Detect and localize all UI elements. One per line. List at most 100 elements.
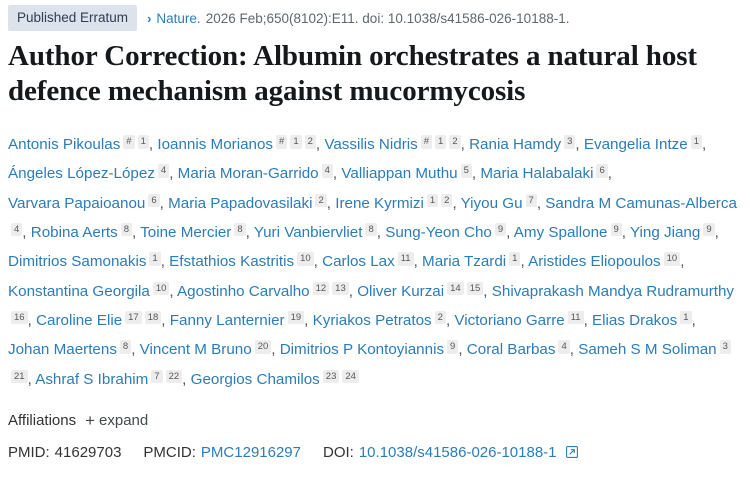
affiliation-marker[interactable]: 9 bbox=[703, 222, 715, 237]
affiliation-marker[interactable]: 6 bbox=[596, 164, 608, 178]
affiliation-marker[interactable]: 23 bbox=[322, 369, 340, 384]
affiliation-marker[interactable]: 4 bbox=[11, 222, 23, 237]
author-link[interactable]: Kyriakos Petratos bbox=[312, 311, 432, 329]
affiliation-marker[interactable]: 1 bbox=[426, 193, 439, 208]
author-link[interactable]: Sameh S M Soliman bbox=[578, 341, 717, 359]
affiliation-marker[interactable]: 8 bbox=[234, 222, 246, 237]
affiliation-marker[interactable]: 10 bbox=[297, 252, 314, 266]
affiliation-marker[interactable]: 1 bbox=[690, 135, 703, 149]
affiliation-marker[interactable]: 11 bbox=[567, 310, 584, 325]
identifier-value[interactable]: 10.1038/s41586-026-10188-1 bbox=[358, 443, 557, 461]
affiliation-marker[interactable]: 1 bbox=[137, 135, 149, 149]
affiliation-marker[interactable]: 21 bbox=[11, 369, 28, 384]
author-link[interactable]: Valliappan Muthu bbox=[341, 165, 458, 183]
affiliations-expand-button[interactable]: + expand bbox=[85, 412, 148, 429]
affiliation-marker[interactable]: 2 bbox=[315, 193, 327, 208]
affiliation-marker[interactable]: 24 bbox=[342, 369, 359, 384]
author-link[interactable]: Konstantina Georgila bbox=[8, 282, 150, 300]
equal-contribution-marker[interactable]: # bbox=[420, 135, 433, 149]
author-link[interactable]: Dimitrios Samonakis bbox=[8, 253, 147, 271]
author-link[interactable]: Caroline Elie bbox=[36, 311, 123, 329]
affiliation-marker[interactable]: 9 bbox=[610, 222, 622, 237]
author-link[interactable]: Ashraf S Ibrahim bbox=[35, 370, 149, 388]
affiliation-marker[interactable]: 10 bbox=[152, 281, 170, 296]
author-link[interactable]: Antonis Pikoulas bbox=[8, 136, 121, 153]
affiliation-marker[interactable]: 8 bbox=[120, 222, 133, 237]
affiliation-marker[interactable]: 22 bbox=[165, 369, 183, 384]
author-link[interactable]: Oliver Kurzai bbox=[357, 282, 445, 300]
affiliation-marker[interactable]: 14 bbox=[447, 281, 464, 296]
affiliation-marker[interactable]: 15 bbox=[466, 281, 484, 296]
author-link[interactable]: Carlos Lax bbox=[322, 253, 395, 271]
author-link[interactable]: Yiyou Gu bbox=[460, 194, 523, 212]
affiliation-marker[interactable]: 7 bbox=[151, 369, 163, 384]
affiliation-marker[interactable]: 17 bbox=[125, 310, 142, 325]
identifier-value[interactable]: PMC12916297 bbox=[200, 443, 301, 461]
author-link[interactable]: Victoriano Garre bbox=[454, 311, 565, 329]
journal-link[interactable]: Nature. bbox=[156, 10, 201, 26]
author-link[interactable]: Coral Barbas bbox=[466, 341, 556, 359]
author-link[interactable]: Varvara Papaioanou bbox=[8, 194, 146, 212]
affiliation-marker[interactable]: 11 bbox=[397, 252, 414, 266]
author-link[interactable]: Agostinho Carvalho bbox=[177, 282, 310, 300]
author-link[interactable]: Shivaprakash Mandya Rudramurthy bbox=[491, 282, 735, 300]
affiliation-marker[interactable]: 19 bbox=[287, 310, 305, 325]
affiliation-marker[interactable]: 12 bbox=[312, 281, 330, 296]
author-link[interactable]: Elias Drakos bbox=[592, 311, 678, 329]
affiliation-marker[interactable]: 5 bbox=[460, 164, 472, 178]
affiliation-marker[interactable]: 4 bbox=[558, 340, 570, 354]
author-link[interactable]: Robina Aerts bbox=[30, 223, 118, 241]
author-link[interactable]: Efstathios Kastritis bbox=[169, 253, 295, 271]
author-link[interactable]: Sandra M Camunas-Alberca bbox=[545, 194, 737, 212]
author-link[interactable]: Fanny Lanternier bbox=[169, 311, 285, 329]
author-link[interactable]: Amy Spallone bbox=[513, 223, 608, 241]
affiliation-marker[interactable]: 20 bbox=[254, 340, 272, 354]
author-separator: , bbox=[27, 370, 36, 388]
author-link[interactable]: Ying Jiang bbox=[629, 223, 701, 241]
affiliation-marker[interactable]: 3 bbox=[719, 340, 731, 354]
affiliation-marker[interactable]: 2 bbox=[449, 135, 461, 149]
affiliation-marker[interactable]: 1 bbox=[509, 252, 521, 266]
affiliation-marker[interactable]: 2 bbox=[441, 193, 453, 208]
author-link[interactable]: Maria Tzardi bbox=[422, 253, 507, 271]
author-link[interactable]: Ioannis Morianos bbox=[157, 136, 274, 153]
affiliation-marker[interactable]: 2 bbox=[434, 310, 446, 325]
affiliation-marker[interactable]: 1 bbox=[435, 135, 447, 149]
external-link-icon[interactable] bbox=[565, 446, 578, 459]
author-link[interactable]: Ángeles López-López bbox=[8, 165, 155, 183]
author-link[interactable]: Evangelia Intze bbox=[583, 136, 688, 153]
author-link[interactable]: Johan Maertens bbox=[8, 341, 117, 359]
equal-contribution-marker[interactable]: # bbox=[123, 135, 135, 149]
author-link[interactable]: Sung-Yeon Cho bbox=[385, 223, 492, 241]
affiliation-marker[interactable]: 8 bbox=[119, 340, 132, 354]
author-link[interactable]: Georgios Chamilos bbox=[190, 370, 320, 388]
affiliation-marker[interactable]: 18 bbox=[144, 310, 162, 325]
author-link[interactable]: Maria Halabalaki bbox=[480, 165, 594, 183]
author-link[interactable]: Irene Kyrmizi bbox=[335, 194, 424, 212]
affiliation-marker[interactable]: 6 bbox=[148, 193, 160, 208]
affiliation-marker[interactable]: 10 bbox=[663, 252, 681, 266]
author-link[interactable]: Vassilis Nidris bbox=[324, 136, 418, 153]
affiliation-marker[interactable]: 16 bbox=[11, 310, 28, 325]
affiliation-marker[interactable]: 4 bbox=[157, 164, 170, 178]
author-link[interactable]: Maria Papadovasilaki bbox=[168, 194, 313, 212]
author-link[interactable]: Maria Moran-Garrido bbox=[177, 165, 319, 183]
affiliation-marker[interactable]: 8 bbox=[365, 222, 377, 237]
author-link[interactable]: Toine Mercier bbox=[140, 223, 232, 241]
affiliation-marker[interactable]: 13 bbox=[332, 281, 349, 296]
affiliation-marker[interactable]: 2 bbox=[304, 135, 316, 149]
author-link[interactable]: Yuri Vanbiervliet bbox=[253, 223, 363, 241]
author-link[interactable]: Vincent M Bruno bbox=[139, 341, 252, 359]
affiliation-marker[interactable]: 9 bbox=[447, 340, 459, 354]
affiliation-marker[interactable]: 1 bbox=[290, 135, 302, 149]
affiliation-marker[interactable]: 9 bbox=[494, 222, 507, 237]
affiliation-marker[interactable]: 1 bbox=[680, 310, 692, 325]
author-link[interactable]: Dimitrios P Kontoyiannis bbox=[279, 341, 445, 359]
author-link[interactable]: Rania Hamdy bbox=[469, 136, 562, 153]
equal-contribution-marker[interactable]: # bbox=[276, 135, 288, 149]
affiliation-marker[interactable]: 1 bbox=[149, 252, 161, 266]
affiliation-marker[interactable]: 7 bbox=[525, 193, 537, 208]
author-link[interactable]: Aristides Eliopoulos bbox=[528, 253, 661, 271]
affiliation-marker[interactable]: 4 bbox=[321, 164, 333, 178]
affiliation-marker[interactable]: 3 bbox=[564, 135, 576, 149]
